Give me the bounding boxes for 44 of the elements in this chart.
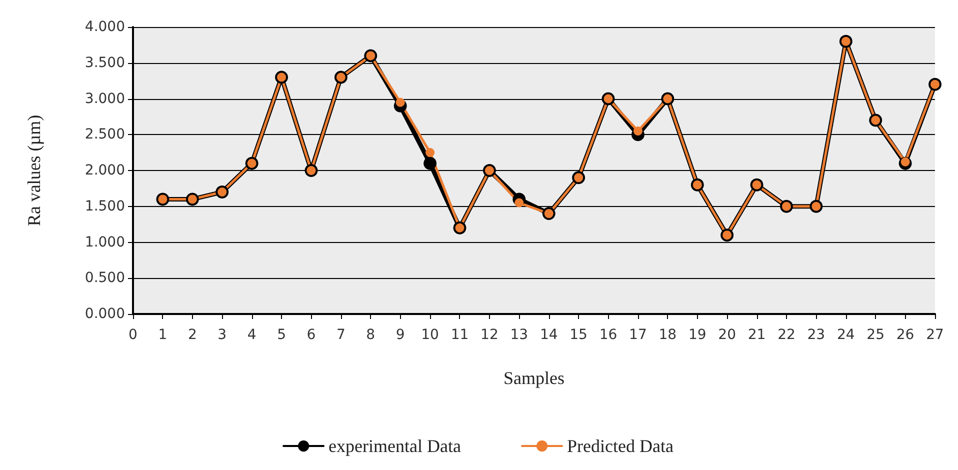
- point: [424, 156, 437, 170]
- x-tick-label: 20: [718, 327, 736, 343]
- x-axis-title: Samples: [504, 368, 564, 388]
- x-tick-label: 19: [688, 327, 706, 343]
- x-tick-label: 23: [807, 327, 826, 343]
- point: [633, 126, 642, 136]
- x-tick-label: 22: [778, 327, 796, 343]
- x-tick-label: 21: [748, 327, 766, 343]
- x-tick-label: 25: [866, 327, 885, 343]
- x-tick-label: 1: [158, 327, 168, 343]
- y-tick-label: 4.000: [84, 19, 125, 35]
- y-tick-label: 1.000: [84, 234, 125, 250]
- x-tick-label: 14: [540, 327, 558, 343]
- x-tick-label: 27: [926, 327, 944, 343]
- y-tick-label: 0.000: [84, 306, 125, 322]
- x-tick-label: 0: [128, 327, 138, 343]
- x-tick-label: 24: [836, 327, 855, 343]
- x-tick-label: 15: [570, 327, 588, 343]
- y-axis-title: Ra values (µm): [24, 114, 44, 226]
- x-tick-label: 4: [247, 327, 256, 343]
- y-tick-label: 2.000: [84, 162, 125, 178]
- y-tick-label: 3.500: [84, 54, 125, 71]
- x-tick-label: 16: [599, 327, 618, 343]
- y-tick-label: 0.500: [84, 270, 125, 286]
- legend-label: Predicted Data: [566, 436, 674, 456]
- x-tick-label: 13: [510, 327, 528, 343]
- x-tick-label: 18: [658, 327, 677, 343]
- y-tick-label: 1.500: [84, 198, 125, 214]
- x-tick-label: 3: [218, 327, 227, 343]
- y-tick-label: 2.500: [84, 126, 125, 143]
- x-tick-label: 26: [896, 327, 914, 343]
- x-tick-label: 9: [396, 327, 405, 343]
- x-tick-label: 12: [480, 327, 498, 343]
- legend-label: experimental Data: [328, 436, 461, 456]
- x-tick-label: 6: [306, 327, 316, 343]
- x-tick-label: 10: [421, 327, 439, 343]
- x-tick-label: 17: [629, 327, 647, 343]
- x-tick-label: 7: [336, 327, 346, 343]
- y-tick-label: 3.000: [84, 90, 125, 107]
- x-tick-label: 2: [188, 327, 197, 343]
- x-tick-label: 8: [366, 327, 376, 343]
- x-tick-label: 11: [450, 327, 469, 343]
- x-tick-label: 5: [277, 327, 286, 343]
- point: [426, 148, 435, 158]
